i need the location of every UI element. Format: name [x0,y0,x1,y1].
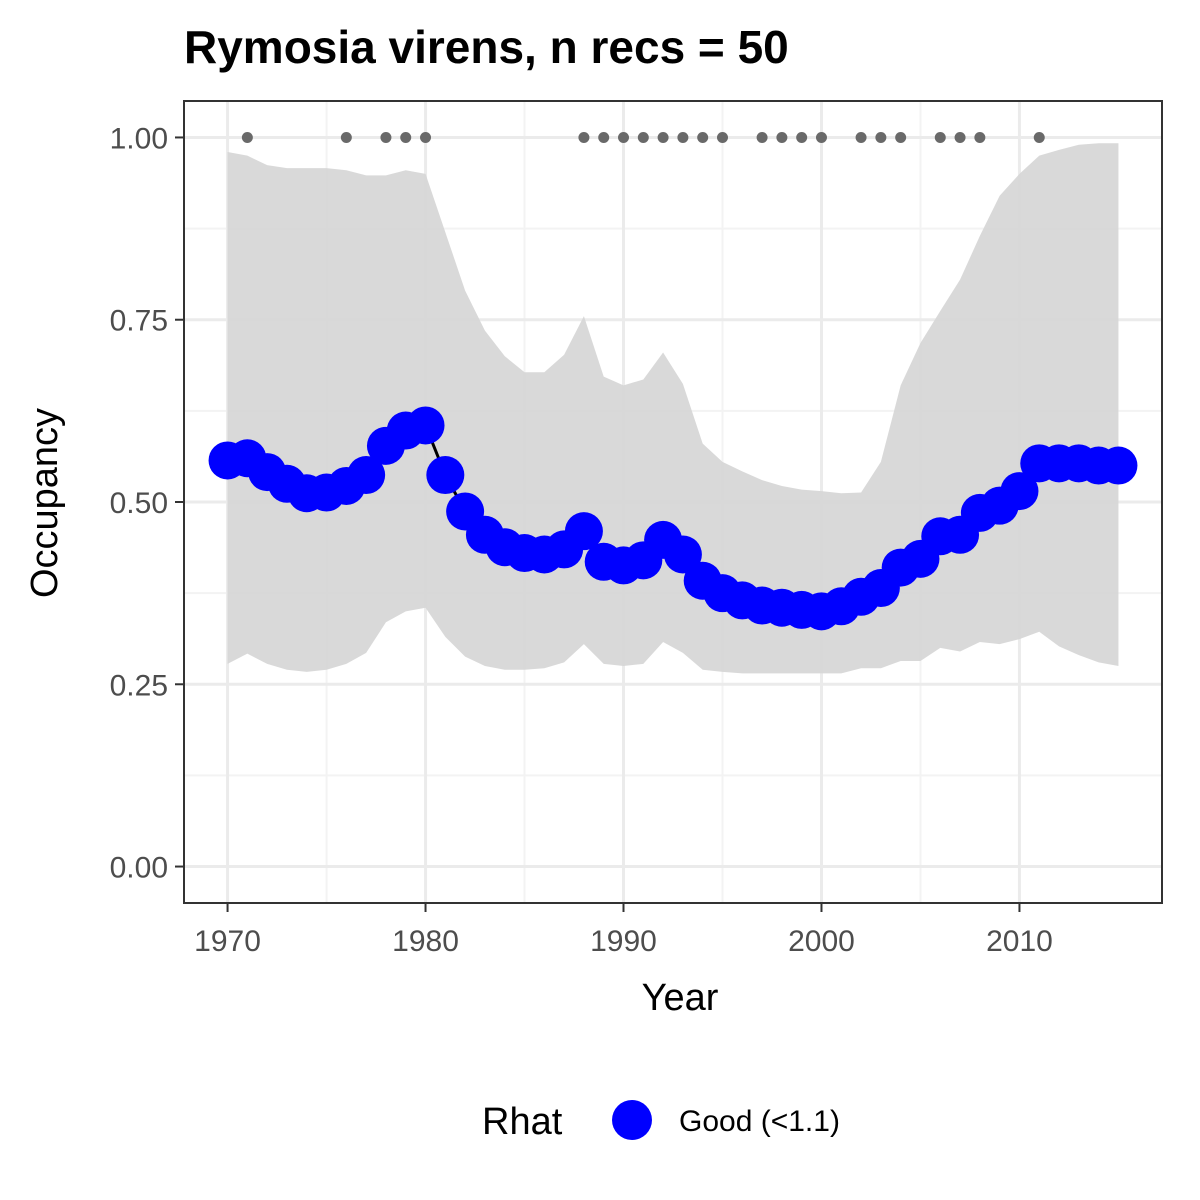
occupancy-point [1000,472,1039,511]
record-marker [598,131,610,143]
plot-panel [183,100,1163,904]
y-tick-label: 0.25 [110,669,168,702]
x-tick-label: 2010 [986,925,1053,958]
record-marker [875,131,887,143]
record-marker [934,131,946,143]
record-marker [637,131,649,143]
record-marker [815,131,827,143]
record-marker [1033,131,1045,143]
record-marker [380,131,392,143]
record-marker [340,131,352,143]
record-marker [657,131,669,143]
record-marker [677,131,689,143]
x-axis-title: Year [642,977,719,1019]
chart-title: Rymosia virens, n recs = 50 [184,21,789,73]
y-tick-label: 0.50 [110,487,168,520]
x-tick-label: 1970 [194,925,261,958]
y-tick-label: 0.75 [110,305,168,338]
occupancy-point [347,456,386,495]
occupancy-points [208,406,1138,631]
y-tick-label: 1.00 [110,122,168,155]
record-marker [578,131,590,143]
x-tick-label: 2000 [788,925,855,958]
record-year-markers [241,131,1045,143]
occupancy-point [426,456,465,495]
occupancy-point [663,535,702,574]
occupancy-point [1099,446,1138,485]
occupancy-point [564,512,603,551]
record-marker [716,131,728,143]
record-marker [756,131,768,143]
confidence-ribbon [227,143,1119,674]
record-marker [618,131,630,143]
record-marker [855,131,867,143]
x-axis: 1970 1980 1990 2000 2010 [194,903,1053,958]
record-marker [241,131,253,143]
record-marker [895,131,907,143]
occupancy-point [406,406,445,445]
x-tick-label: 1980 [392,925,459,958]
record-marker [776,131,788,143]
record-marker [974,131,986,143]
legend-key-good [612,1100,652,1140]
record-marker [400,131,412,143]
x-tick-label: 1990 [590,925,657,958]
record-marker [954,131,966,143]
y-axis: 0.00 0.25 0.50 0.75 1.00 [110,122,184,885]
legend: Rhat Good (<1.1) [482,1100,840,1143]
legend-title: Rhat [482,1101,563,1143]
y-axis-title: Occupancy [24,408,66,598]
record-marker [796,131,808,143]
y-tick-label: 0.00 [110,852,168,885]
legend-label-good: Good (<1.1) [679,1105,840,1138]
record-marker [697,131,709,143]
record-marker [420,131,432,143]
